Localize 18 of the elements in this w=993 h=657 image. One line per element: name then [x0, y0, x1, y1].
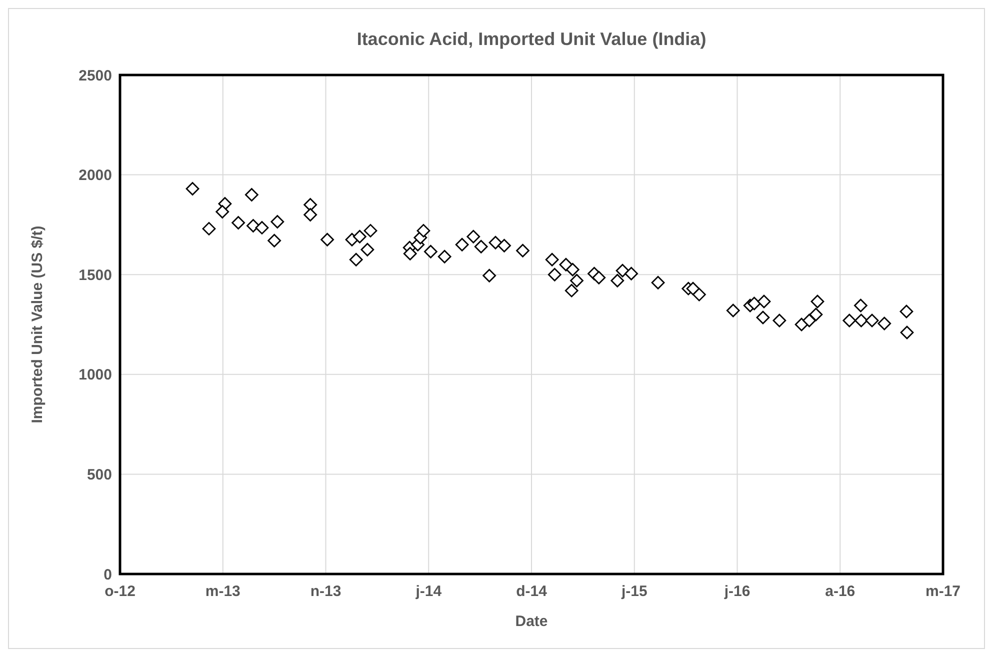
y-tick-label: 2500 — [78, 67, 112, 84]
x-tick-label: n-13 — [310, 583, 342, 600]
y-tick-label: 0 — [104, 566, 112, 584]
x-tick-label: j-14 — [414, 583, 442, 600]
y-tick-label: 2000 — [78, 167, 112, 184]
x-tick-label: j-16 — [723, 583, 750, 600]
y-axis-title: Imported Unit Value (US $/t) — [29, 226, 46, 424]
x-tick-label: a-16 — [825, 583, 856, 600]
x-tick-label: m-17 — [925, 583, 961, 600]
x-tick-label: d-14 — [516, 583, 548, 600]
x-tick-label: j-15 — [620, 583, 648, 600]
y-tick-label: 1000 — [78, 366, 112, 384]
chart-title: Itaconic Acid, Imported Unit Value (India) — [356, 29, 706, 49]
x-axis-title: Date — [515, 613, 548, 630]
y-tick-label: 1500 — [78, 266, 112, 284]
x-tick-label: o-12 — [104, 583, 136, 600]
y-tick-label: 500 — [86, 466, 112, 484]
x-tick-label: m-13 — [205, 583, 240, 600]
